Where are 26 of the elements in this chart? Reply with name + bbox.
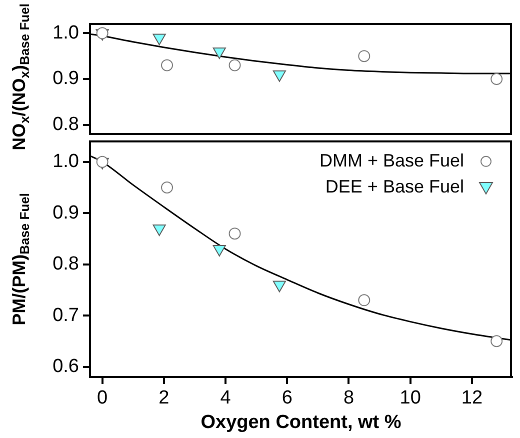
point [212,48,226,59]
x-tick-label: 10 [400,388,421,409]
y-tick-label: 0.6 [52,356,79,377]
legend-label: DEE + Base Fuel [325,176,464,196]
y-tick-label: 0.7 [52,304,79,326]
x-axis-title: Oxygen Content, wt % [200,412,402,433]
y-tick-label: 0.8 [52,254,79,275]
x-tick-label: 4 [220,388,232,409]
y-tick-label: 0.8 [52,114,79,136]
x-tick-label: 2 [158,388,170,409]
y-tick-label: 0.9 [52,202,79,224]
x-tick-label: 12 [461,388,483,409]
y-axis-title: NOx/(NOx)Base Fuel [8,4,32,150]
x-tick-label: 8 [343,388,354,409]
x-tick-label: 0 [97,388,108,409]
y-axis-title: PM/(PM)Base Fuel [8,192,32,326]
legend-label: DMM + Base Fuel [319,150,464,170]
point [272,280,286,292]
point [152,224,166,236]
point [212,244,226,256]
y-tick-label: 0.9 [52,68,79,90]
point [152,34,166,46]
x-tick-label: 6 [282,388,292,409]
y-tick-label: 1.0 [52,22,79,44]
point [490,335,503,348]
y-tick-label: 1.0 [52,151,79,172]
